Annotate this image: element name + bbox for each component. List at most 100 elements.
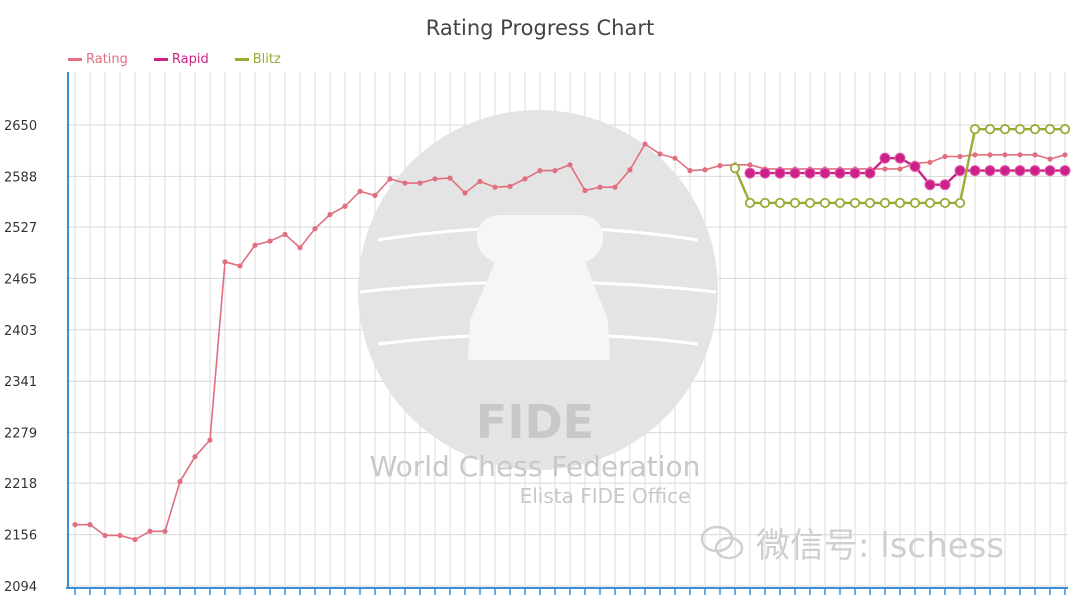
data-point-blitz bbox=[729, 163, 741, 174]
data-point-rating bbox=[162, 528, 168, 534]
y-tick-label: 2527 bbox=[4, 221, 37, 236]
data-point-rapid bbox=[909, 160, 921, 172]
data-point-rating bbox=[897, 166, 903, 172]
data-point-rapid bbox=[834, 167, 846, 179]
data-point-rating bbox=[402, 180, 408, 186]
legend-item-blitz[interactable]: Blitz bbox=[234, 52, 281, 67]
data-point-rapid bbox=[894, 152, 906, 164]
data-point-rating bbox=[552, 168, 558, 174]
data-point-blitz bbox=[1059, 124, 1071, 135]
data-point-rating bbox=[267, 238, 273, 244]
legend-label-rating: Rating bbox=[86, 52, 128, 67]
data-point-rating bbox=[687, 168, 693, 174]
data-point-blitz bbox=[1014, 124, 1026, 135]
data-point-blitz bbox=[1029, 124, 1041, 135]
data-point-rating bbox=[567, 162, 573, 168]
data-point-rating bbox=[177, 478, 183, 485]
data-point-blitz bbox=[759, 197, 771, 209]
data-point-rating bbox=[222, 259, 228, 265]
data-point-blitz bbox=[954, 197, 966, 209]
data-point-rapid bbox=[924, 179, 936, 191]
legend-item-rating[interactable]: Rating bbox=[68, 52, 128, 67]
data-point-rapid bbox=[1029, 165, 1041, 177]
watermark-fide-letters: FIDE bbox=[476, 395, 594, 449]
data-point-rating bbox=[1002, 152, 1008, 158]
data-point-blitz bbox=[969, 124, 981, 135]
data-point-rating bbox=[387, 176, 393, 182]
data-point-rapid bbox=[954, 165, 966, 177]
wechat-icon bbox=[700, 525, 744, 559]
data-point-rating bbox=[1032, 152, 1038, 158]
data-point-blitz bbox=[999, 124, 1011, 135]
data-point-blitz bbox=[774, 197, 786, 209]
data-point-blitz bbox=[879, 197, 891, 209]
data-point-rapid bbox=[1014, 165, 1026, 177]
data-point-rating bbox=[327, 211, 333, 218]
data-point-rating bbox=[252, 242, 258, 248]
data-point-rating bbox=[927, 159, 933, 165]
data-point-blitz bbox=[789, 197, 801, 209]
data-point-rating bbox=[702, 167, 708, 173]
y-tick-label: 2588 bbox=[4, 170, 37, 185]
data-point-rapid bbox=[789, 167, 801, 179]
data-point-rating bbox=[942, 153, 948, 160]
data-point-rapid bbox=[879, 152, 891, 164]
data-point-blitz bbox=[909, 197, 921, 209]
data-point-rating bbox=[417, 180, 423, 186]
legend-swatch-rapid bbox=[153, 58, 168, 61]
data-point-rating bbox=[507, 183, 513, 189]
data-point-rapid bbox=[744, 167, 756, 179]
chart-title: Rating Progress Chart bbox=[425, 16, 655, 40]
y-tick-label: 2156 bbox=[4, 529, 37, 544]
fide-watermark: FIDE World Chess Federation Elista FIDE … bbox=[358, 110, 718, 508]
legend-item-rapid[interactable]: Rapid bbox=[153, 52, 209, 67]
data-point-rating bbox=[477, 178, 483, 184]
data-point-rating bbox=[627, 167, 633, 173]
y-tick-label: 2218 bbox=[4, 477, 37, 492]
data-point-rating bbox=[882, 166, 888, 172]
data-point-rating bbox=[312, 226, 318, 232]
data-point-rapid bbox=[804, 167, 816, 179]
data-point-rating bbox=[357, 188, 363, 194]
data-point-rapid bbox=[1044, 165, 1056, 177]
data-point-blitz bbox=[939, 197, 951, 209]
legend: Rating Rapid Blitz bbox=[68, 52, 281, 67]
data-point-rating bbox=[522, 176, 528, 182]
data-point-rating bbox=[582, 187, 588, 194]
series bbox=[72, 124, 1071, 543]
y-tick-label: 2341 bbox=[4, 375, 37, 390]
data-point-rapid bbox=[939, 179, 951, 191]
legend-swatch-rating bbox=[68, 58, 82, 61]
data-point-rating bbox=[1047, 156, 1053, 162]
axes: 2094 2156 2218 2279 2341 2403 2465 2527 2588 2650 bbox=[4, 72, 1068, 595]
y-tick-label: 2465 bbox=[4, 272, 37, 287]
data-point-blitz bbox=[819, 197, 831, 209]
watermark-org-name: World Chess Federation bbox=[370, 450, 701, 483]
data-point-rapid bbox=[774, 167, 786, 179]
data-point-rating bbox=[192, 454, 198, 460]
data-point-rating bbox=[447, 175, 453, 181]
data-point-blitz bbox=[924, 197, 936, 209]
data-point-rating bbox=[342, 203, 348, 209]
y-tick-label: 2403 bbox=[4, 324, 37, 339]
data-point-rating bbox=[237, 263, 243, 269]
data-point-rating bbox=[612, 184, 618, 190]
data-point-rapid bbox=[759, 167, 771, 179]
data-point-rating bbox=[597, 184, 603, 190]
data-point-rating bbox=[72, 522, 78, 528]
data-point-blitz bbox=[744, 197, 756, 209]
data-point-blitz bbox=[864, 197, 876, 209]
legend-swatch-blitz bbox=[234, 58, 249, 61]
data-point-rating bbox=[297, 245, 303, 251]
data-point-rating bbox=[957, 153, 963, 160]
data-point-rating bbox=[207, 437, 213, 443]
series-line-rapid bbox=[750, 156, 1065, 186]
data-point-rapid bbox=[819, 167, 831, 179]
data-point-blitz bbox=[804, 197, 816, 209]
data-point-rating bbox=[537, 168, 543, 174]
data-point-rating bbox=[642, 141, 648, 147]
data-point-rating bbox=[432, 176, 438, 182]
data-point-blitz bbox=[984, 124, 996, 135]
data-point-rating bbox=[132, 536, 138, 543]
data-point-blitz bbox=[1044, 124, 1056, 135]
